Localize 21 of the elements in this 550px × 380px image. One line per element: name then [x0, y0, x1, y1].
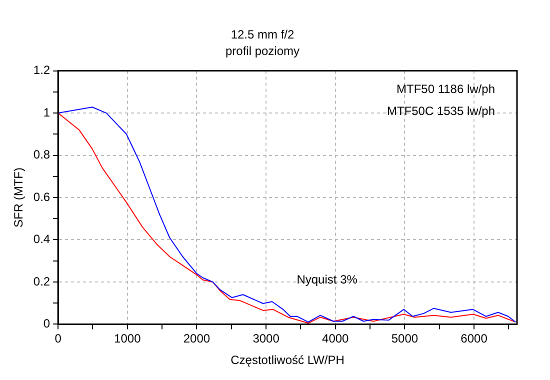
x-tick-label: 6000 — [460, 332, 488, 346]
annotation: MTF50C 1535 lw/ph — [386, 104, 495, 118]
chart-subtitle: profil poziomy — [225, 44, 300, 58]
annotation: MTF50 1186 lw/ph — [396, 82, 495, 96]
x-axis-title: Częstotliwość LW/PH — [230, 353, 344, 368]
y-tick-label: 0.6 — [33, 190, 50, 204]
y-tick-label: 0.4 — [33, 232, 50, 246]
x-tick-label: 1000 — [114, 332, 142, 346]
x-tick-label: 0 — [54, 332, 62, 346]
x-tick-label: 2000 — [183, 332, 210, 346]
y-tick-label: 1 — [43, 105, 50, 120]
x-tick-label: 4000 — [322, 332, 350, 346]
y-tick-label: 0.2 — [33, 274, 50, 288]
y-tick-label: 0.8 — [33, 148, 50, 162]
annotation: Nyquist 3% — [296, 272, 358, 287]
y-tick-label: 1.2 — [33, 63, 50, 78]
y-axis-title: SFR (MTF) — [12, 168, 26, 228]
x-tick-label: 5000 — [391, 332, 418, 346]
chart-title: 12.5 mm f/2 — [230, 28, 295, 42]
y-tick-label: 0 — [43, 316, 50, 331]
x-tick-label: 3000 — [252, 332, 280, 346]
